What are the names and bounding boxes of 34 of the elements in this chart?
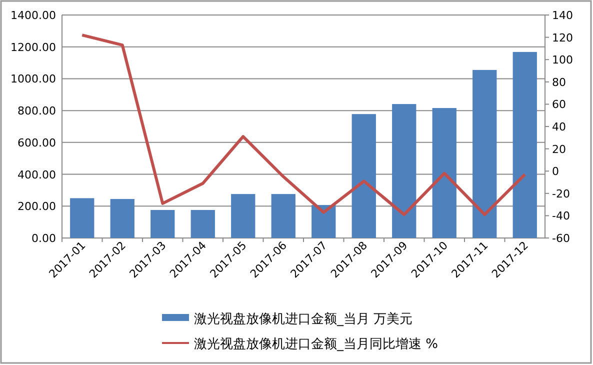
line-series bbox=[80, 34, 526, 216]
y-tick-label: 600.00 bbox=[18, 136, 56, 150]
bar bbox=[432, 108, 456, 238]
y-tick-label: 200.00 bbox=[18, 200, 56, 214]
y2-tick-label: 20 bbox=[552, 142, 566, 156]
legend-label: 激光视盘放像机进口金额_当月 万美元 bbox=[194, 311, 413, 327]
bar bbox=[352, 114, 376, 238]
bar bbox=[190, 210, 215, 238]
bar bbox=[472, 70, 497, 238]
y2-tick-label: 80 bbox=[552, 76, 566, 89]
y2-tick-label: 120 bbox=[552, 31, 573, 44]
bar bbox=[150, 210, 175, 238]
y2-tick-label: -60 bbox=[552, 232, 570, 245]
y2-tick-label: 40 bbox=[552, 120, 566, 134]
bar bbox=[512, 52, 537, 238]
y2-tick-label: 60 bbox=[552, 98, 566, 112]
bar bbox=[392, 104, 416, 238]
y2-tick-label: 140 bbox=[552, 9, 573, 22]
bar bbox=[70, 198, 94, 238]
y-tick-label: 1000.00 bbox=[10, 72, 56, 86]
y2-tick-label: 0 bbox=[552, 165, 559, 178]
y2-tick-label: -20 bbox=[552, 187, 570, 200]
y2-tick-label: 100 bbox=[552, 54, 573, 67]
y-tick-label: 1200.00 bbox=[10, 40, 56, 54]
y-tick-label: 800.00 bbox=[18, 104, 56, 118]
y2-tick-label: -40 bbox=[552, 210, 570, 223]
bar bbox=[110, 198, 134, 238]
bar bbox=[271, 194, 296, 238]
legend-label: 激光视盘放像机进口金额_当月同比增速 % bbox=[194, 337, 438, 352]
bar bbox=[312, 205, 336, 238]
y-tick-label: 1400.00 bbox=[10, 9, 56, 22]
y-tick-label: 0.00 bbox=[32, 232, 56, 245]
bar bbox=[231, 194, 256, 238]
y-tick-label: 400.00 bbox=[18, 168, 56, 182]
